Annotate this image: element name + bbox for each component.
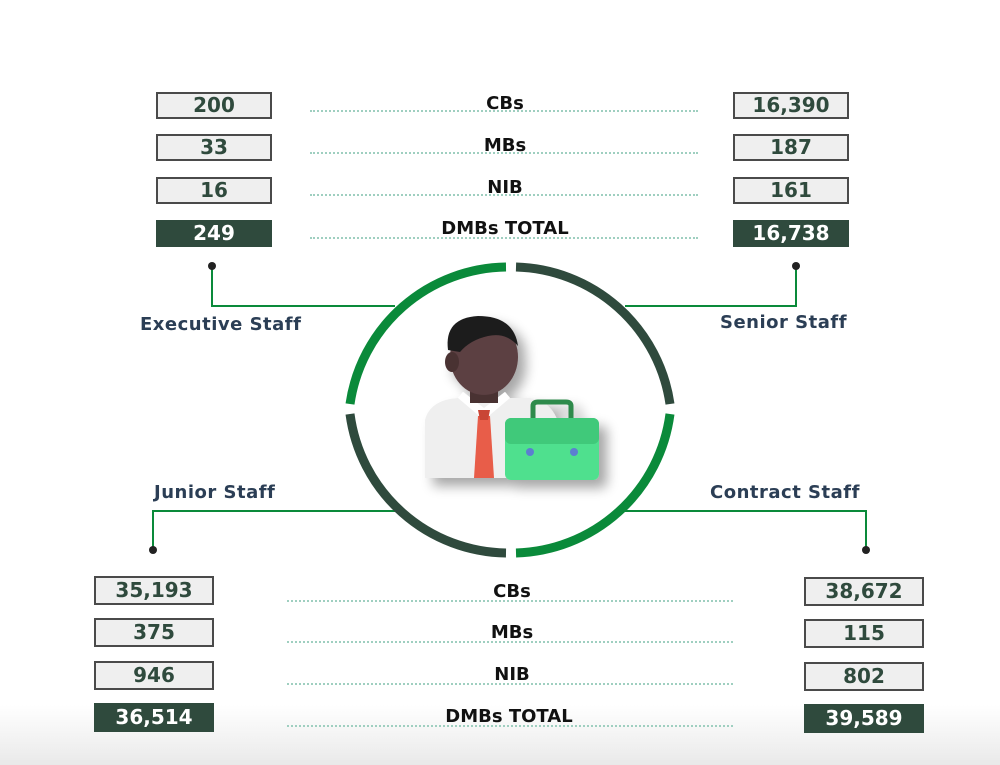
executive-nib-value: 16 bbox=[156, 177, 272, 204]
junior-cbs-value: 35,193 bbox=[94, 576, 214, 605]
row-label-dmbs-total: DMBs TOTAL bbox=[441, 218, 569, 239]
contract-nib-value: 802 bbox=[804, 662, 924, 691]
junior-total-value: 36,514 bbox=[94, 703, 214, 732]
dotted-leader bbox=[287, 683, 733, 685]
dotted-leader bbox=[310, 110, 698, 112]
connector-executive bbox=[211, 266, 395, 307]
dotted-leader bbox=[310, 237, 698, 239]
junior-mbs-value: 375 bbox=[94, 618, 214, 647]
executive-cbs-value: 200 bbox=[156, 92, 272, 119]
row-label-mbs: MBs bbox=[490, 622, 534, 643]
row-label-mbs: MBs bbox=[483, 135, 527, 156]
connector-senior bbox=[625, 266, 797, 307]
connector-dot bbox=[792, 262, 800, 270]
executive-mbs-value: 33 bbox=[156, 134, 272, 161]
senior-cbs-value: 16,390 bbox=[733, 92, 849, 119]
dotted-leader bbox=[287, 725, 733, 727]
senior-mbs-value: 187 bbox=[733, 134, 849, 161]
executive-total-value: 249 bbox=[156, 220, 272, 247]
dotted-leader bbox=[310, 152, 698, 154]
row-label-cbs: CBs bbox=[486, 93, 524, 114]
businessman-with-briefcase-icon bbox=[425, 316, 599, 480]
connector-dot bbox=[208, 262, 216, 270]
row-label-cbs: CBs bbox=[493, 581, 531, 602]
dotted-leader bbox=[287, 600, 733, 602]
connector-dot bbox=[149, 546, 157, 554]
senior-nib-value: 161 bbox=[733, 177, 849, 204]
center-ring bbox=[345, 262, 675, 558]
dotted-leader bbox=[287, 641, 733, 643]
senior-staff-title: Senior Staff bbox=[720, 312, 848, 333]
executive-staff-title: Executive Staff bbox=[140, 314, 302, 335]
senior-total-value: 16,738 bbox=[733, 220, 849, 247]
junior-nib-value: 946 bbox=[94, 661, 214, 690]
row-label-nib: NIB bbox=[487, 177, 523, 198]
contract-cbs-value: 38,672 bbox=[804, 577, 924, 606]
row-label-nib: NIB bbox=[494, 664, 530, 685]
contract-total-value: 39,589 bbox=[804, 704, 924, 733]
junior-staff-title: Junior Staff bbox=[154, 482, 276, 503]
connector-junior bbox=[152, 510, 398, 550]
contract-mbs-value: 115 bbox=[804, 619, 924, 648]
connector-dot bbox=[862, 546, 870, 554]
row-label-dmbs-total: DMBs TOTAL bbox=[445, 706, 573, 727]
dotted-leader bbox=[310, 194, 698, 196]
contract-staff-title: Contract Staff bbox=[710, 482, 860, 503]
connector-contract bbox=[625, 510, 867, 550]
